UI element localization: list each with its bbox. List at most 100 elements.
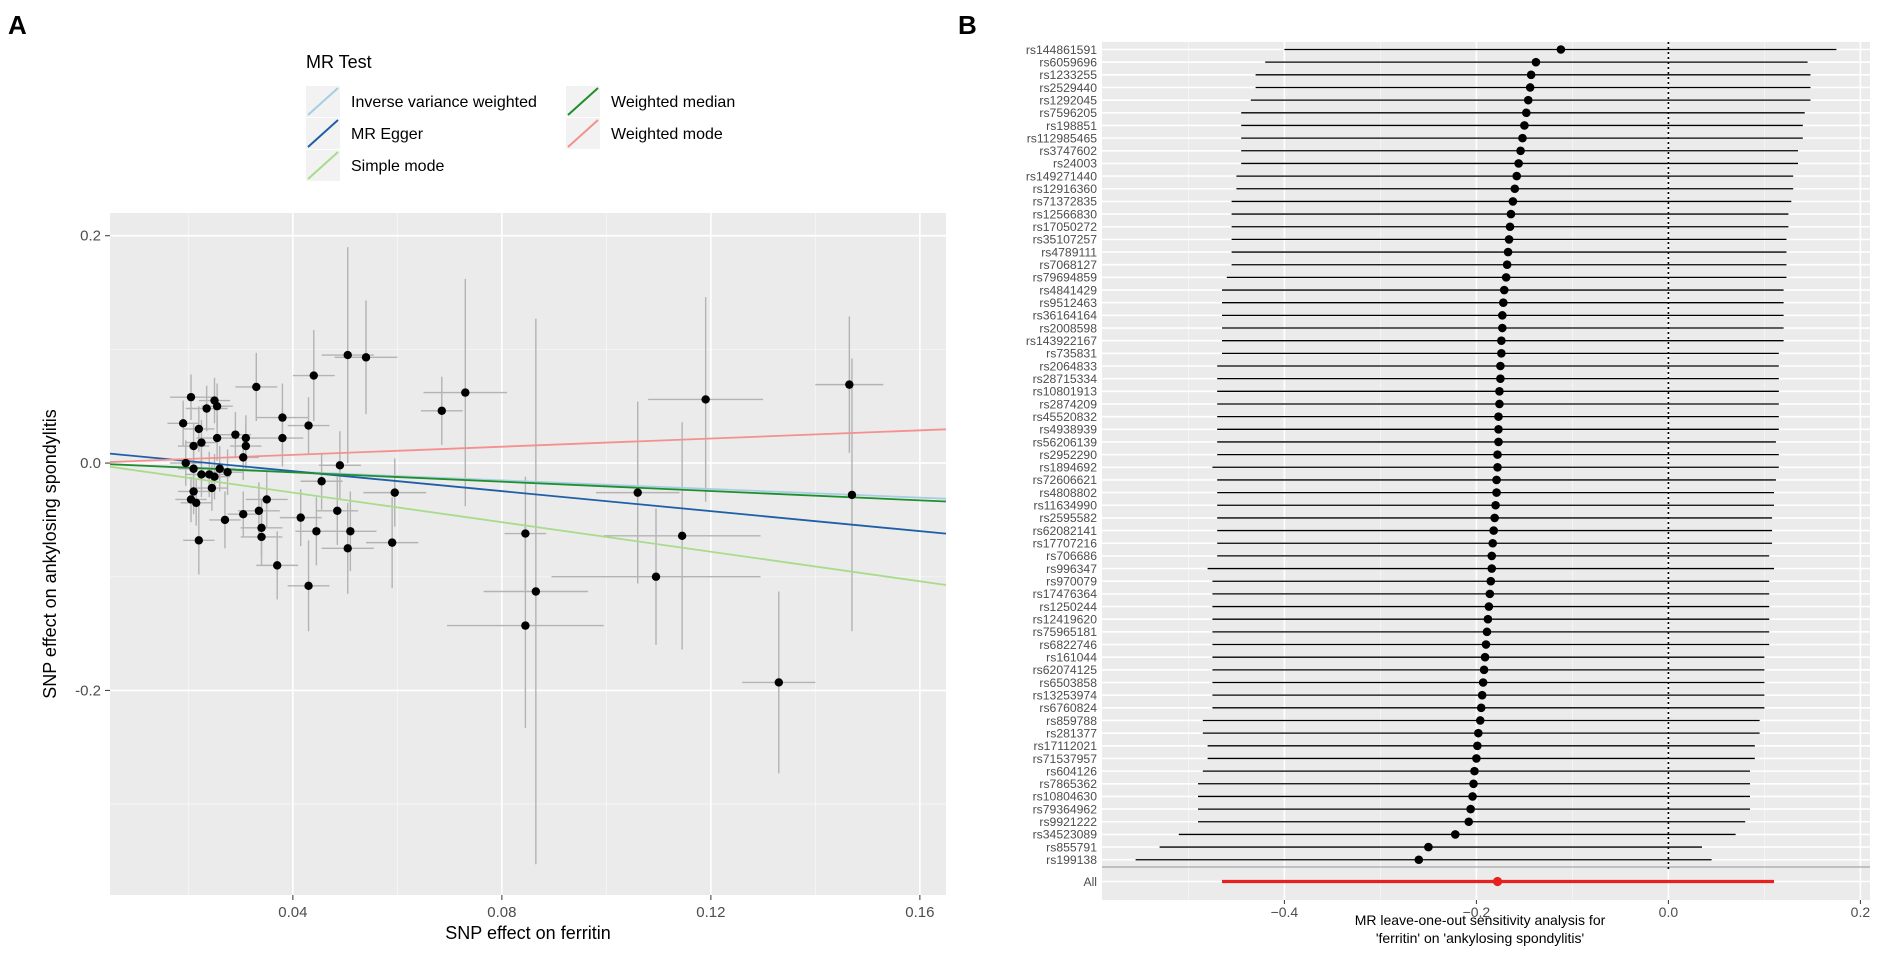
legend-label-1: MR Egger [351,126,424,143]
legend-key-4 [567,119,599,148]
snp-label-rs12566830: rs12566830 [1033,207,1098,221]
snp-labels: rs144861591rs6059696rs1233255rs2529440rs… [1026,43,1097,889]
data-point-47 [387,538,397,547]
legend-label-3: Weighted median [611,94,735,111]
snp-label-rs1250244: rs1250244 [1039,600,1097,614]
legend-label-4: Weighted mode [611,126,723,143]
snp-label-rs2529440: rs2529440 [1039,81,1097,95]
snp-label-rs75965181: rs75965181 [1033,625,1098,639]
snp-label-rs1233255: rs1233255 [1039,68,1097,82]
b-x-tick-label-3: 0.2 [1851,904,1871,920]
data-point-24 [241,441,251,451]
data-point-37 [304,421,313,430]
snp-label-rs1894692: rs1894692 [1039,461,1097,475]
snp-label-rs71537957: rs71537957 [1033,752,1098,766]
estimate-point-rs735831 [1497,349,1506,358]
estimate-point-rs12916360 [1510,184,1520,194]
data-point-27 [239,510,248,519]
snp-label-rs6760824: rs6760824 [1039,701,1097,715]
estimate-point-rs62082141 [1489,526,1498,535]
snp-label-rs281377: rs281377 [1046,726,1097,740]
estimate-point-rs9921222 [1464,817,1474,827]
estimate-point-rs71537957 [1472,754,1481,763]
snp-label-rs2952290: rs2952290 [1039,448,1097,462]
estimate-point-rs2529440 [1525,83,1535,92]
forest-plot: rs144861591rs6059696rs1233255rs2529440rs… [1026,42,1870,946]
snp-label-rs199138: rs199138 [1046,853,1097,867]
estimate-point-rs6503858 [1478,678,1488,687]
snp-label-rs13253974: rs13253974 [1033,688,1098,702]
data-point-0 [178,419,188,428]
estimate-point-rs2064833 [1496,361,1505,371]
data-point-57 [701,395,710,404]
estimate-point-rs604126 [1470,766,1479,776]
data-point-39 [312,527,321,536]
legend-key-3 [567,87,599,116]
estimate-point-rs56206139 [1494,437,1503,447]
mr-lines [109,428,947,586]
legend-key-0 [307,87,339,116]
snp-label-rs9921222: rs9921222 [1039,815,1097,829]
snp-label-rs2874209: rs2874209 [1039,397,1097,411]
data-point-7 [189,441,198,451]
snp-label-rs17112021: rs17112021 [1034,739,1098,753]
data-point-42 [335,461,345,470]
data-point-58 [774,678,783,687]
data-point-23 [241,433,251,443]
data-point-21 [220,515,230,525]
estimate-point-rs4841429 [1499,285,1509,295]
estimate-point-rs706686 [1487,551,1497,561]
snp-label-rs12419620: rs12419620 [1033,613,1098,627]
snp-label-rs706686: rs706686 [1046,549,1097,563]
plot-a-gridlines [110,213,946,895]
data-point-11 [197,470,206,479]
estimate-point-rs4789111 [1503,247,1513,257]
snp-label-rs10801913: rs10801913 [1033,385,1098,399]
snp-label-rs62074125: rs62074125 [1033,663,1098,677]
snp-label-rs144861591: rs144861591 [1026,43,1097,57]
estimate-point-rs17050272 [1505,222,1515,232]
estimate-point-rs1233255 [1526,70,1536,80]
y-tick-label-1: 0.0 [80,455,101,472]
data-point-18 [192,498,201,508]
snp-label-rs7865362: rs7865362 [1039,777,1097,791]
snp-label-rs10804630: rs10804630 [1033,790,1098,804]
data-point-9 [181,458,190,468]
x-axis-ticks: 0.04 0.08 0.12 0.16 [278,895,934,921]
data-point-48 [390,488,399,497]
data-points [178,350,857,687]
data-point-35 [296,513,305,522]
estimate-point-rs72606621 [1492,475,1501,485]
data-point-53 [531,587,541,596]
estimate-point-rs4808802 [1492,488,1501,497]
data-point-56 [677,531,687,541]
snp-label-rs6503858: rs6503858 [1039,676,1097,690]
panel-a-label: A [8,10,27,40]
y-axis-title-a: SNP effect on ankylosing spondylitis [40,409,60,699]
estimate-point-rs36164164 [1498,311,1507,320]
mr-line-3 [109,463,947,503]
data-point-26 [252,382,261,392]
snp-label-rs17050272: rs17050272 [1033,220,1098,234]
estimate-point-rs1250244 [1484,602,1494,611]
snp-label-rs62082141: rs62082141 [1033,524,1098,538]
y-tick-label-2: -0.2 [75,682,101,699]
data-point-40 [317,477,326,486]
data-point-29 [257,523,266,533]
b-x-tick-label-2: 0.0 [1659,904,1679,920]
estimate-point-rs10801913 [1495,387,1504,396]
estimate-point-rs144861591 [1556,45,1566,54]
snp-label-rs3747602: rs3747602 [1039,144,1097,158]
data-point-5 [212,402,222,411]
estimate-point-rs75965181 [1482,627,1492,637]
estimate-point-rs6760824 [1476,703,1486,713]
snp-label-rs149271440: rs149271440 [1026,169,1097,183]
estimate-point-rs2952290 [1493,450,1502,459]
snp-label-all: All [1083,875,1097,889]
snp-label-rs161044: rs161044 [1046,650,1097,664]
snp-label-rs72606621: rs72606621 [1033,473,1098,487]
snp-label-rs35107257: rs35107257 [1033,233,1098,247]
snp-label-rs143922167: rs143922167 [1026,334,1097,348]
data-point-10 [189,464,198,473]
